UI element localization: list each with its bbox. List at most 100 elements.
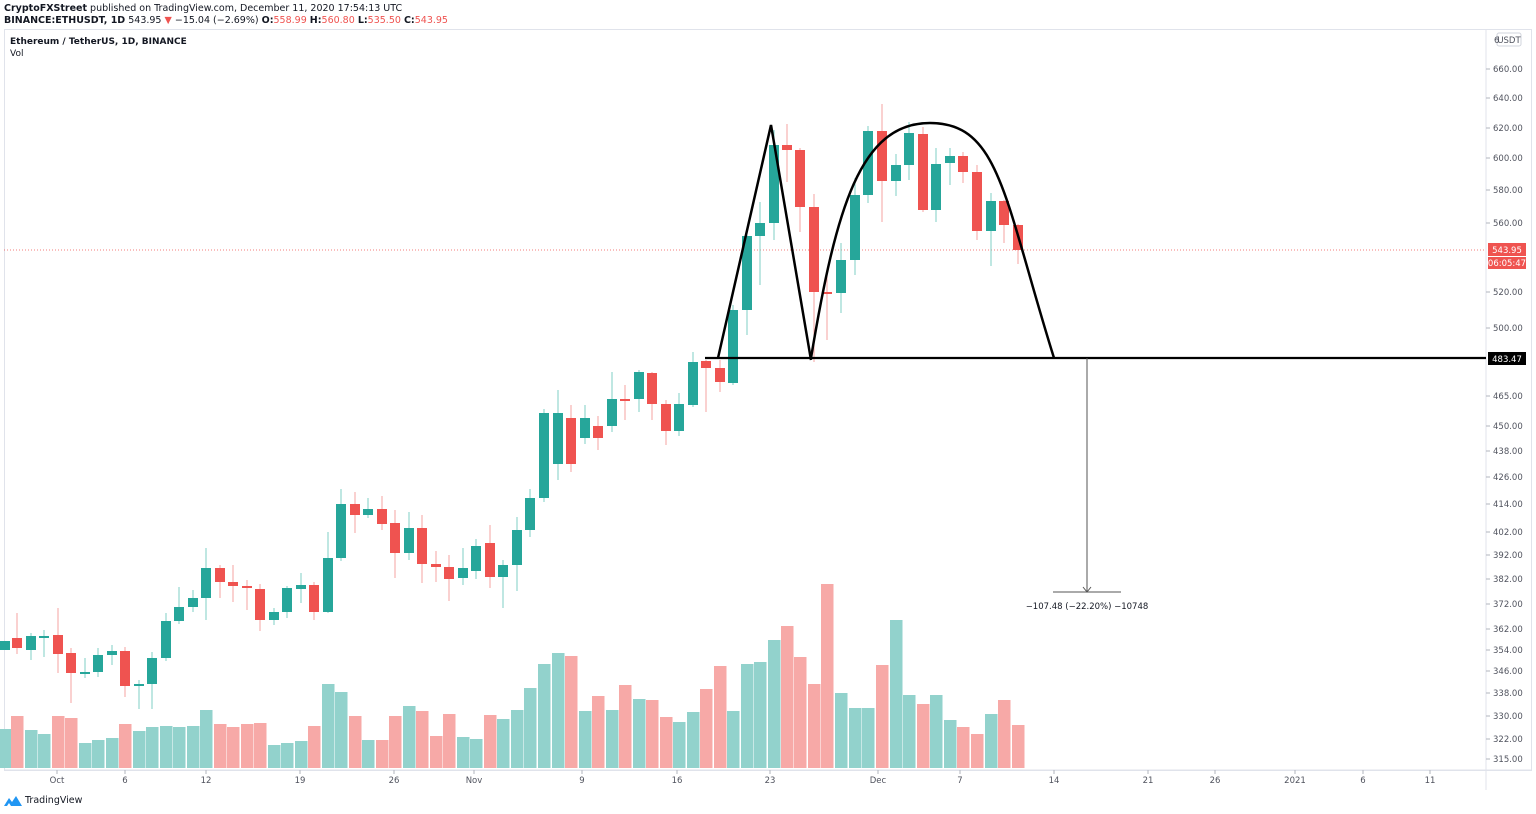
high-label: H:: [309, 15, 322, 26]
time-tick-label: 6: [122, 776, 127, 786]
candle[interactable]: [161, 613, 171, 661]
volume-bar: [38, 734, 51, 768]
volume-bar: [0, 729, 12, 768]
legend-title[interactable]: Ethereum / TetherUS, 1D, BINANCE: [10, 37, 187, 47]
volume-bar: [944, 720, 957, 768]
candle[interactable]: [134, 680, 144, 709]
candle[interactable]: [120, 647, 130, 697]
candle[interactable]: [242, 580, 252, 610]
candle[interactable]: [66, 648, 76, 703]
candle[interactable]: [701, 360, 711, 412]
candle[interactable]: [390, 510, 400, 578]
candle[interactable]: [377, 496, 387, 530]
candle[interactable]: [255, 584, 265, 631]
candle[interactable]: [282, 586, 292, 618]
candle[interactable]: [0, 641, 10, 650]
price-tick-label: 392.00: [1493, 551, 1523, 561]
candle[interactable]: [147, 652, 157, 709]
candle[interactable]: [539, 409, 549, 502]
candle[interactable]: [607, 372, 617, 432]
candle[interactable]: [363, 498, 373, 518]
candle[interactable]: [999, 200, 1009, 243]
candle[interactable]: [904, 122, 914, 180]
candle[interactable]: [972, 165, 982, 240]
candle[interactable]: [661, 400, 671, 445]
svg-text:543.95: 543.95: [1492, 246, 1522, 256]
candle[interactable]: [647, 372, 657, 420]
candle[interactable]: [26, 633, 36, 660]
publisher-name[interactable]: CryptoFXStreet: [4, 3, 88, 14]
candle[interactable]: [485, 525, 495, 588]
candle[interactable]: [309, 582, 319, 620]
candle[interactable]: [566, 405, 576, 472]
candle[interactable]: [836, 243, 846, 313]
candle[interactable]: [269, 608, 279, 625]
candle[interactable]: [93, 648, 103, 677]
price-tick-label: 600.00: [1493, 154, 1523, 164]
published-text: published on TradingView.com, December 1…: [87, 3, 403, 14]
candle[interactable]: [458, 548, 468, 585]
legend-indicator[interactable]: Vol: [10, 49, 24, 59]
candle[interactable]: [795, 148, 805, 232]
candle[interactable]: [107, 645, 117, 665]
svg-text:483.47: 483.47: [1492, 355, 1522, 365]
candle[interactable]: [850, 178, 860, 275]
spike-pattern-line[interactable]: [716, 124, 813, 361]
candle[interactable]: [593, 416, 603, 450]
candle[interactable]: [471, 539, 481, 579]
candle[interactable]: [12, 613, 22, 654]
candle[interactable]: [39, 630, 49, 657]
candle[interactable]: [891, 154, 901, 196]
tradingview-logo[interactable]: TradingView: [4, 795, 82, 806]
candle[interactable]: [688, 352, 698, 407]
candle[interactable]: [553, 390, 563, 480]
candle[interactable]: [350, 492, 360, 533]
candle[interactable]: [634, 370, 644, 412]
candle[interactable]: [417, 515, 427, 583]
candle[interactable]: [715, 360, 725, 392]
candle[interactable]: [404, 512, 414, 560]
publisher-line: CryptoFXStreet published on TradingView.…: [4, 3, 402, 15]
candle[interactable]: [323, 532, 333, 613]
candle[interactable]: [822, 272, 832, 340]
candle[interactable]: [80, 658, 90, 678]
candle[interactable]: [336, 489, 346, 561]
candle[interactable]: [296, 573, 306, 603]
candle[interactable]: [580, 405, 590, 444]
candle[interactable]: [877, 104, 887, 222]
candle[interactable]: [620, 385, 630, 420]
candle[interactable]: [728, 305, 738, 385]
candle[interactable]: [863, 126, 873, 203]
rounded-top-arc[interactable]: [809, 121, 1056, 359]
time-tick-label: 11: [1425, 776, 1436, 786]
candle[interactable]: [945, 148, 955, 185]
candle[interactable]: [918, 127, 928, 212]
candle[interactable]: [742, 235, 752, 335]
candle[interactable]: [958, 152, 968, 183]
candle[interactable]: [188, 590, 198, 612]
candle[interactable]: [444, 555, 454, 601]
candle[interactable]: [174, 587, 184, 624]
candle[interactable]: [53, 608, 63, 673]
candle[interactable]: [674, 393, 684, 436]
symbol-line: BINANCE:ETHUSDT, 1D 543.95 ▼ −15.04 (−2.…: [4, 15, 448, 27]
volume-bar: [160, 726, 173, 768]
low-value: 535.50: [367, 15, 401, 26]
candle[interactable]: [525, 489, 535, 537]
volume-bar: [592, 696, 605, 768]
candle[interactable]: [755, 202, 765, 285]
symbol: BINANCE:ETHUSDT, 1D: [4, 15, 126, 26]
candle[interactable]: [228, 565, 238, 602]
volume-bar: [794, 657, 807, 768]
candle[interactable]: [986, 193, 996, 266]
candle[interactable]: [931, 148, 941, 222]
candle[interactable]: [512, 517, 522, 591]
measure-tool[interactable]: −107.48 (−22.20%) −10748: [1026, 358, 1149, 612]
candle[interactable]: [782, 124, 792, 182]
candle[interactable]: [201, 548, 211, 620]
candle[interactable]: [215, 565, 225, 598]
candle[interactable]: [498, 560, 508, 608]
candle[interactable]: [431, 551, 441, 582]
